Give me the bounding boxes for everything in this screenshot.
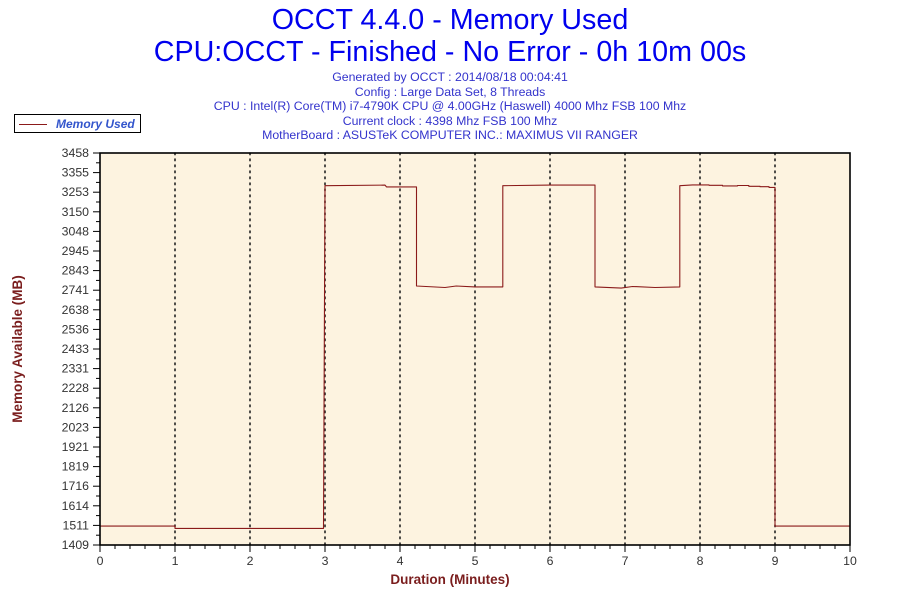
svg-text:1409: 1409	[62, 538, 90, 552]
svg-text:3150: 3150	[62, 205, 90, 219]
svg-text:1: 1	[172, 554, 179, 568]
svg-text:1819: 1819	[62, 460, 90, 474]
svg-text:5: 5	[472, 554, 479, 568]
svg-text:2536: 2536	[62, 322, 90, 336]
svg-text:2638: 2638	[62, 303, 90, 317]
svg-text:1511: 1511	[63, 518, 90, 532]
svg-text:1716: 1716	[62, 479, 90, 493]
svg-text:1614: 1614	[62, 499, 90, 513]
svg-text:2945: 2945	[62, 244, 90, 258]
svg-text:9: 9	[772, 554, 779, 568]
svg-text:2843: 2843	[62, 264, 90, 278]
svg-text:6: 6	[547, 554, 554, 568]
svg-text:3458: 3458	[62, 146, 90, 160]
svg-text:8: 8	[697, 554, 704, 568]
svg-text:2741: 2741	[62, 283, 90, 297]
svg-text:10: 10	[843, 554, 857, 568]
svg-text:7: 7	[622, 554, 629, 568]
svg-text:4: 4	[397, 554, 404, 568]
svg-text:3: 3	[322, 554, 329, 568]
svg-text:2: 2	[247, 554, 254, 568]
svg-text:2126: 2126	[62, 401, 90, 415]
svg-text:1921: 1921	[62, 440, 90, 454]
svg-text:2023: 2023	[62, 420, 90, 434]
svg-text:3253: 3253	[62, 185, 90, 199]
svg-text:3048: 3048	[62, 224, 90, 238]
svg-text:0: 0	[97, 554, 104, 568]
svg-text:3355: 3355	[62, 166, 90, 180]
svg-text:2228: 2228	[62, 381, 90, 395]
svg-text:2331: 2331	[62, 362, 90, 376]
svg-text:2433: 2433	[62, 342, 90, 356]
